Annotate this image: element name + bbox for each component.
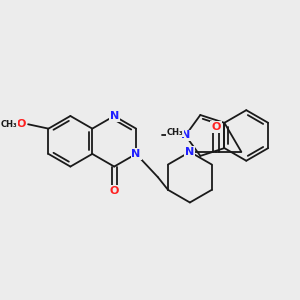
- Text: N: N: [110, 111, 119, 121]
- Text: CH₃: CH₃: [167, 128, 183, 137]
- Text: N: N: [131, 149, 141, 159]
- Text: O: O: [16, 119, 26, 129]
- Text: N: N: [185, 147, 194, 157]
- Text: O: O: [110, 186, 119, 196]
- Text: O: O: [212, 122, 221, 132]
- Text: N: N: [181, 130, 190, 140]
- Text: CH₃: CH₃: [1, 120, 17, 129]
